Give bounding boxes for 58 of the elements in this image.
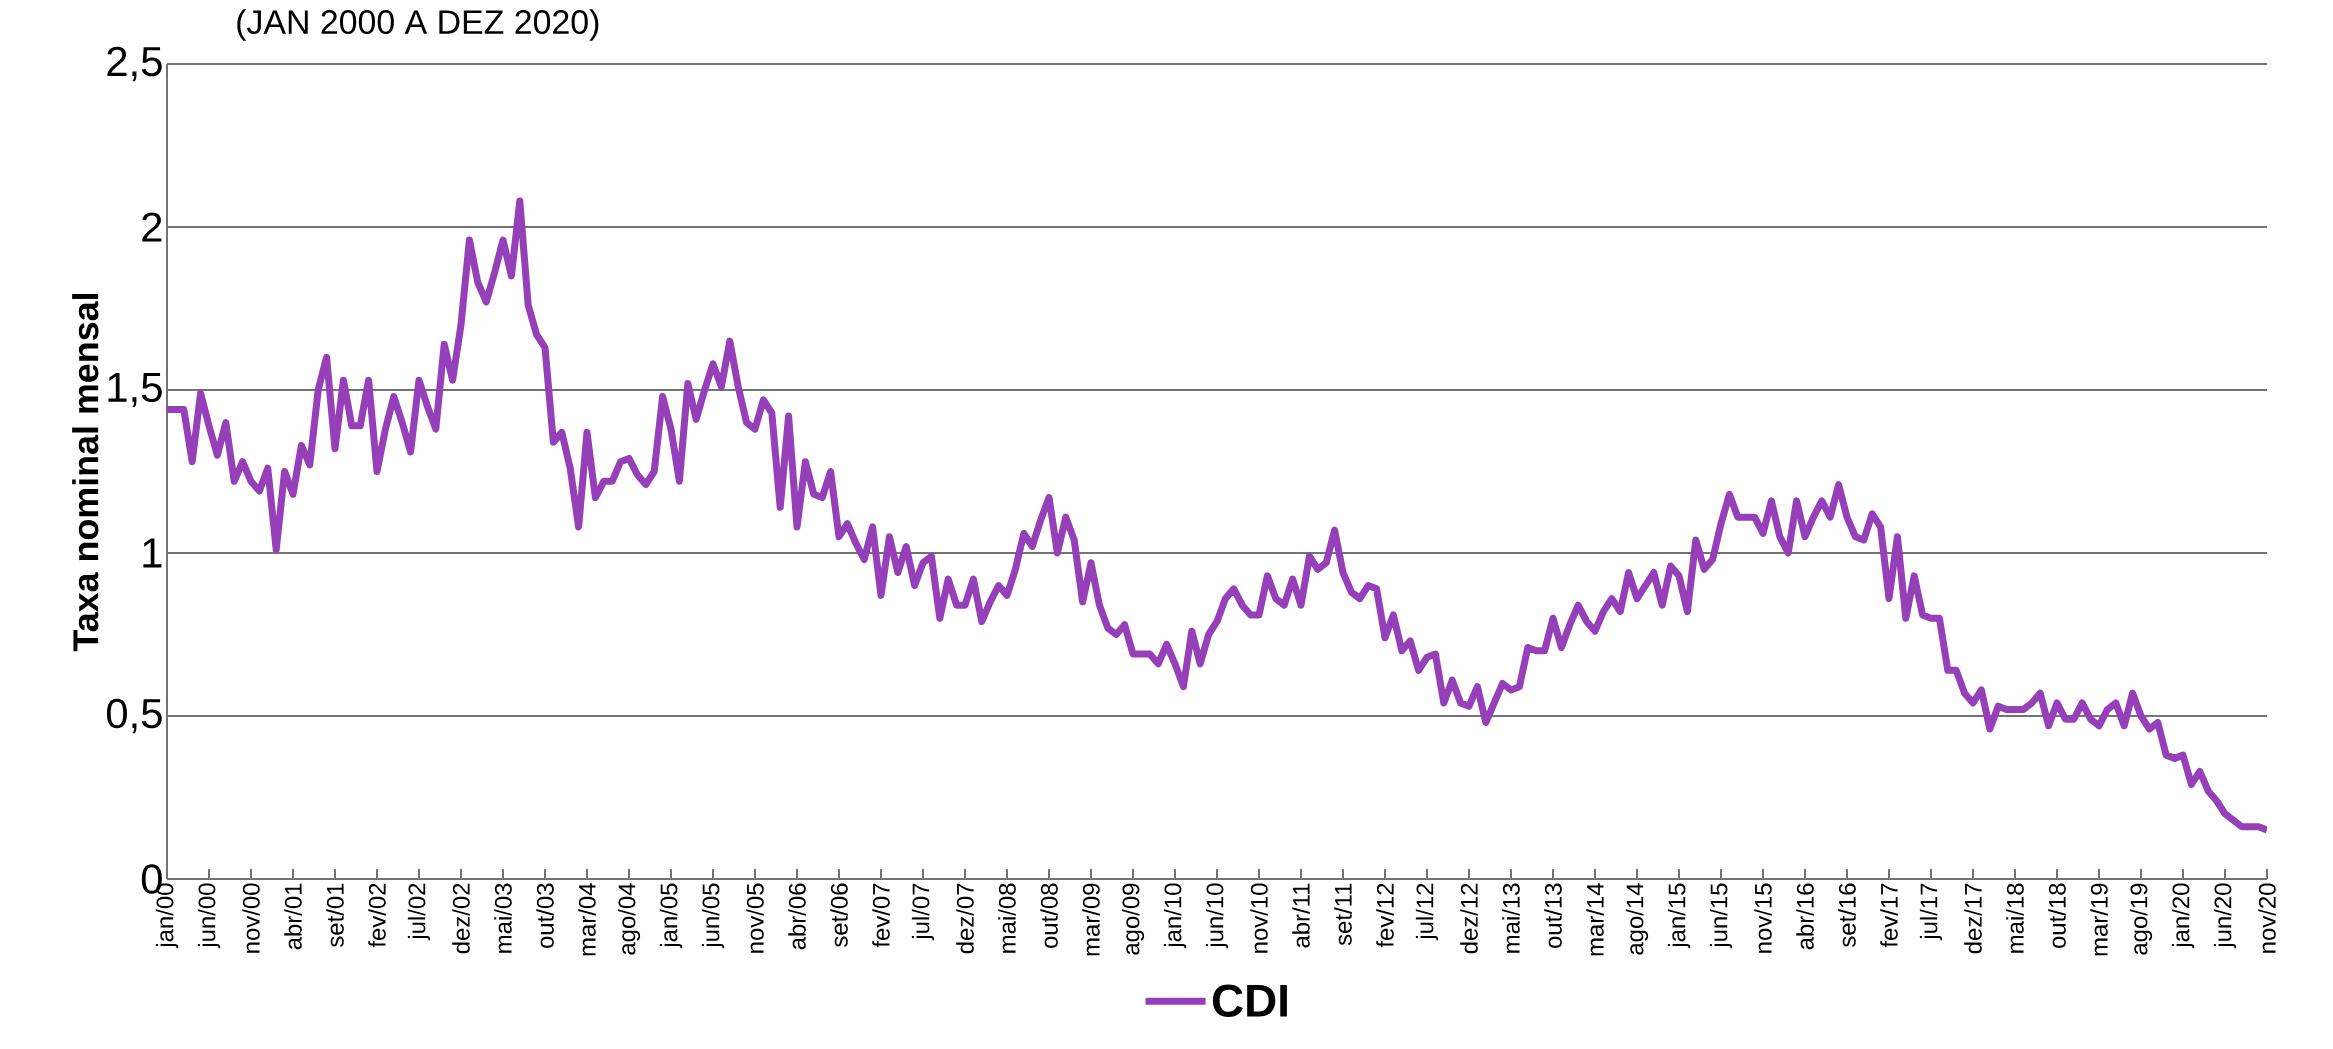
x-tick-label: jan/20 (2171, 883, 2195, 949)
x-tick-label: ago/09 (1121, 883, 1145, 955)
x-tick-label: set/16 (1838, 883, 1856, 947)
x-tick-label: jul/02 (407, 883, 431, 941)
x-tick-label: fev/02 (368, 883, 386, 948)
x-tick-label: fev/17 (1880, 883, 1898, 948)
x-tick-label: dez/17 (1964, 883, 1982, 954)
x-tick-label: nov/05 (746, 883, 764, 953)
x-tick-label: out/18 (2048, 883, 2066, 948)
y-tick-label: 2,5 (107, 46, 162, 82)
x-tick-label: jun/20 (2213, 883, 2237, 949)
x-tick-label: abr/06 (788, 883, 806, 950)
x-tick-label: mai/18 (2006, 883, 2024, 953)
x-tick-label: ago/19 (2129, 883, 2153, 955)
x-tick-label: dez/07 (956, 883, 974, 954)
x-tick-label: jun/05 (701, 883, 725, 949)
x-tick-label: jan/15 (1667, 883, 1691, 949)
x-tick-label: jun/10 (1205, 883, 1229, 949)
x-tick-label: set/01 (326, 883, 344, 947)
y-tick-label: 0,5 (106, 698, 162, 734)
x-tick-label: jul/17 (1919, 883, 1943, 941)
x-tick-label: mar/19 (2090, 883, 2108, 956)
x-tick-label: fev/07 (872, 883, 890, 948)
x-tick-label: nov/15 (1754, 883, 1772, 953)
x-tick-label: dez/02 (452, 883, 470, 954)
x-tick-label: out/03 (536, 883, 554, 948)
x-tick-label: nov/00 (242, 883, 260, 953)
x-tick-label: mai/08 (998, 883, 1016, 953)
x-tick-label: jun/00 (197, 883, 221, 949)
x-tick-label: dez/12 (1460, 883, 1478, 954)
y-tick-label: 1,5 (108, 372, 162, 408)
x-tick-label: set/11 (1334, 883, 1352, 946)
x-tick-label: ago/14 (1625, 883, 1649, 955)
x-tick-label: jun/15 (1709, 883, 1733, 949)
x-tick-label: jul/07 (911, 883, 935, 941)
x-tick-label: set/06 (830, 883, 848, 947)
x-tick-label: mai/03 (494, 883, 512, 953)
y-axis-title: Taxa nominal mensal (72, 294, 99, 652)
x-tick-label: nov/10 (1250, 883, 1268, 953)
x-tick-label: mar/04 (578, 883, 596, 956)
x-tick-label: mar/14 (1586, 883, 1604, 956)
x-tick-label: abr/11 (1292, 883, 1310, 948)
x-tick-label: jul/12 (1415, 883, 1439, 941)
x-tick-label: mar/09 (1082, 883, 1100, 956)
x-tick-label: fev/12 (1376, 883, 1394, 948)
x-tick-label: ago/04 (617, 883, 641, 955)
legend-label: CDI (1212, 984, 1287, 1017)
x-tick-label: mai/13 (1502, 883, 1520, 953)
x-tick-label: abr/16 (1796, 883, 1814, 950)
x-tick-label: nov/20 (2258, 883, 2276, 953)
x-tick-label: out/08 (1040, 883, 1058, 948)
x-tick-label: jan/05 (659, 883, 683, 949)
x-tick-label: out/13 (1544, 883, 1562, 948)
y-tick-label: 2 (142, 212, 162, 242)
chart-subtitle: (JAN 2000 A DEZ 2020) (237, 9, 599, 41)
x-tick-label: jan/10 (1163, 883, 1187, 949)
x-tick-label: abr/01 (284, 883, 302, 950)
y-tick-label: 1 (143, 538, 162, 568)
